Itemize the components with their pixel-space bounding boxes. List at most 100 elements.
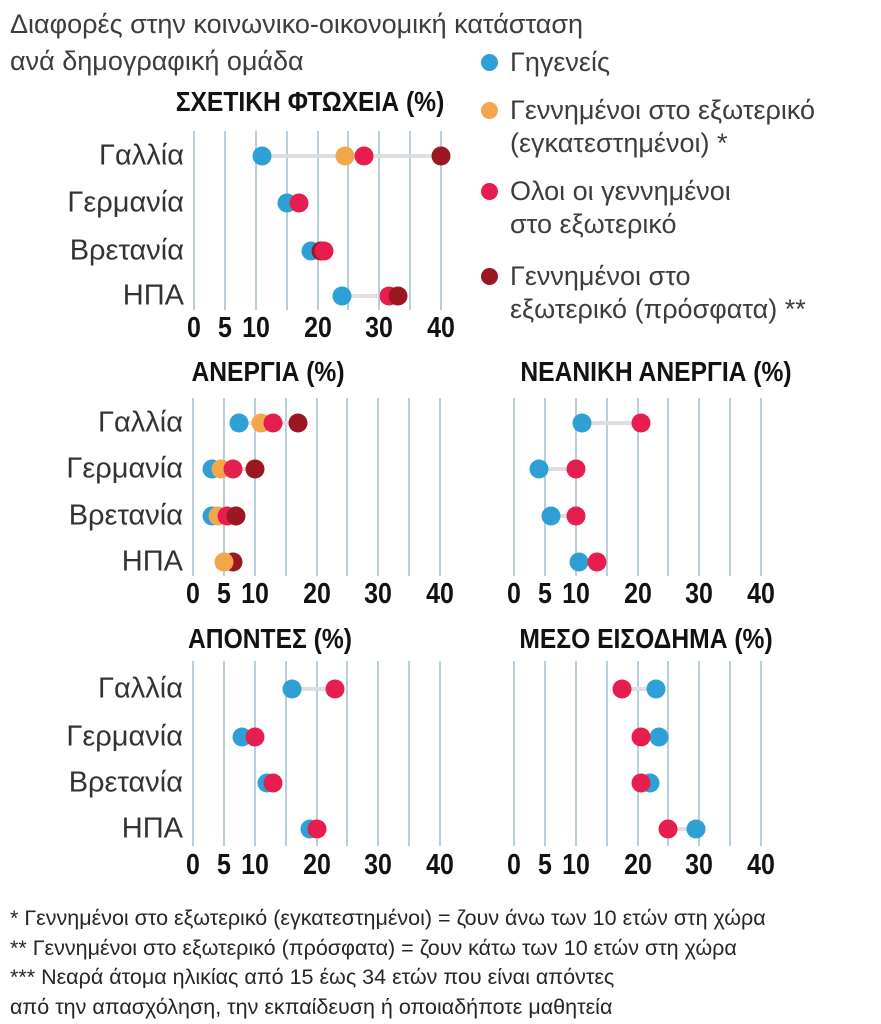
footnote-line: από την απασχόληση, την εκπαίδευση ή οπο… [10, 994, 613, 1019]
gridline [760, 661, 762, 846]
legend-dot-native-icon [481, 54, 498, 71]
dot-native [332, 286, 352, 306]
gridline [377, 398, 380, 576]
dot-all_foreign [354, 146, 374, 166]
gridline [377, 661, 380, 846]
dot-all_foreign [325, 679, 345, 699]
dot-all_foreign [587, 552, 607, 572]
gridline [346, 661, 349, 846]
range-connector [538, 467, 576, 471]
legend-item-settled: Γεννημένοι στο εξωτερικό (εγκατεστημένοι)… [481, 94, 877, 160]
country-label: ΗΠΑ [121, 812, 183, 845]
footnote-line: * Γεννημένοι στο εξωτερικό (εγκατεστημέν… [10, 906, 766, 930]
gridline [760, 398, 762, 576]
footnotes: * Γεννημένοι στο εξωτερικό (εγκατεστημέν… [10, 904, 766, 1022]
x-tick-label: 10 [561, 578, 590, 610]
dot-all_foreign [566, 506, 586, 526]
country-label: Γαλλία [98, 406, 183, 439]
gridline [253, 661, 256, 846]
legend-label-settled: Γεννημένοι στο εξωτερικό (εγκατεστημένοι)… [510, 94, 815, 160]
x-tick-label: 0 [186, 849, 200, 881]
range-connector [622, 687, 657, 691]
legend-label-line: Γεννημένοι στο [510, 261, 691, 291]
dot-native [229, 413, 249, 433]
main-title: Διαφορές στην κοινωνικο-οικονομική κατάσ… [10, 6, 583, 80]
country-label: Βρετανία [68, 766, 183, 799]
median-income-title: ΜΕΣΟ ΕΙΣΟΔΗΜΑ (%) [519, 623, 773, 654]
dot-all_foreign [223, 459, 243, 479]
range-connector [233, 467, 255, 471]
legend-label-line: Γεννημένοι στο εξωτερικό [510, 95, 816, 125]
x-tick-label: 0 [507, 849, 521, 881]
x-tick-label: 40 [426, 578, 454, 610]
dot-recent [288, 413, 308, 433]
range-connector [291, 687, 336, 691]
dot-native [649, 727, 669, 747]
dot-native [282, 679, 302, 699]
gridline [284, 661, 287, 846]
dot-all_foreign [289, 193, 309, 213]
gridline [729, 661, 732, 846]
dot-native [541, 506, 561, 526]
gridline [667, 398, 670, 576]
dot-recent [388, 286, 408, 306]
gridline [409, 131, 412, 310]
footnote-line: *** Νεαρά άτομα ηλικίας από 15 έως 34 ετ… [10, 965, 615, 989]
x-tick-label: 30 [685, 849, 714, 881]
x-tick-label: 0 [187, 312, 201, 344]
gridline [574, 661, 577, 846]
dot-native [572, 413, 592, 433]
x-tick-label: 5 [216, 578, 231, 610]
country-label: Γαλλία [99, 139, 184, 172]
legend-label-line: (εγκατεστημένοι) * [510, 128, 728, 158]
country-label: Βρετανία [69, 234, 184, 267]
range-connector [342, 294, 398, 298]
legend-label-line: στο εξωτερικό [510, 209, 677, 239]
gridline [605, 661, 608, 846]
dot-all_foreign [245, 727, 265, 747]
x-tick-label: 10 [240, 849, 269, 881]
dot-all_foreign [631, 413, 651, 433]
neet-title: ΑΠΟΝΤΕΣ (%) [188, 623, 352, 654]
legend-item-all_foreign: Ολοι οι γεννημένοι στο εξωτερικό [481, 175, 877, 241]
legend-dot-all_foreign-icon [481, 183, 498, 200]
legend: Γηγενείς Γεννημένοι στο εξωτερικό (εγκατεσ… [481, 46, 877, 326]
x-tick-label: 20 [623, 578, 652, 610]
gridline [698, 398, 701, 576]
main-title-line2: ανά δημογραφική ομάδα [10, 46, 304, 76]
legend-label-line: Ολοι οι γεννημένοι [510, 176, 731, 206]
gridline [222, 661, 225, 846]
main-title-line1: Διαφορές στην κοινωνικο-οικονομική κατάσ… [10, 9, 584, 39]
country-label: Γερμανία [67, 186, 184, 219]
dot-native [646, 679, 666, 699]
youth-unemployment-title: ΝΕΑΝΙΚΗ ΑΝΕΡΓΙΑ (%) [520, 356, 792, 387]
gridline [543, 661, 546, 846]
x-tick-label: 10 [561, 849, 590, 881]
gridline [605, 398, 608, 576]
gridline [346, 398, 349, 576]
dot-all_foreign [612, 679, 632, 699]
dot-recent [431, 146, 451, 166]
gridline [315, 398, 318, 576]
gridline [513, 398, 515, 576]
gridline [667, 661, 670, 846]
x-tick-label: 30 [364, 849, 393, 881]
dot-recent [245, 459, 265, 479]
x-tick-label: 5 [217, 312, 232, 344]
dot-native [569, 552, 589, 572]
gridline [439, 661, 441, 846]
dot-all_foreign [631, 727, 651, 747]
gridline [636, 661, 639, 846]
gridline [698, 661, 701, 846]
dot-settled [214, 552, 234, 572]
x-tick-label: 30 [685, 578, 714, 610]
legend-label-line: Γηγενείς [510, 47, 610, 77]
gridline [347, 131, 350, 310]
x-tick-label: 5 [537, 578, 552, 610]
gridline [574, 398, 577, 576]
x-tick-label: 20 [303, 312, 332, 344]
dot-all_foreign [263, 413, 283, 433]
x-tick-label: 10 [240, 578, 269, 610]
dot-all_foreign [566, 459, 586, 479]
